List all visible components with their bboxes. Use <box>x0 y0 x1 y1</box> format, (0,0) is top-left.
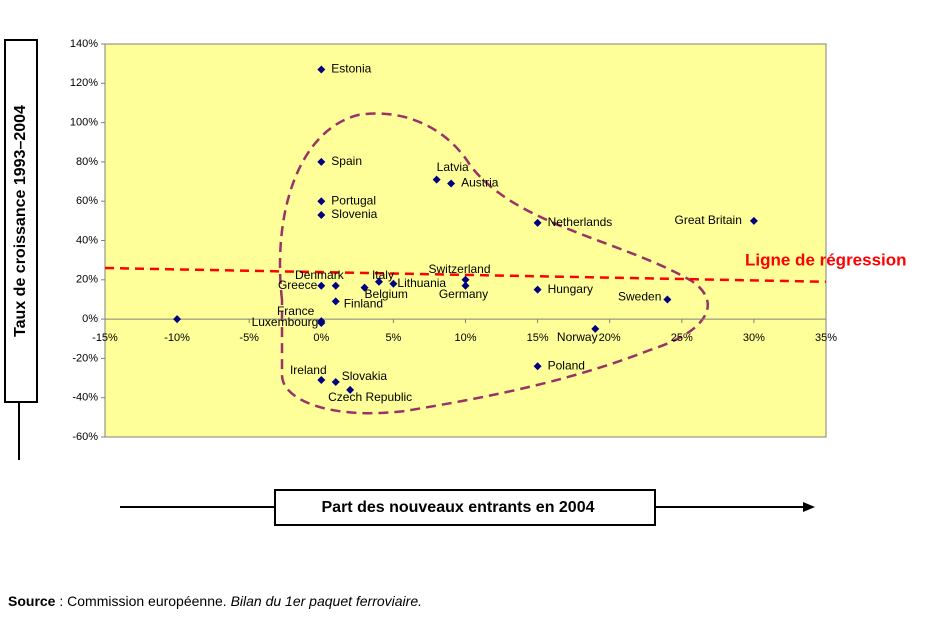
point-label: Poland <box>548 358 585 372</box>
source-note: Source : Commission européenne. Bilan du… <box>8 593 422 609</box>
point-label: Czech Republic <box>328 390 412 404</box>
data-point <box>317 281 326 290</box>
point-label: Ireland <box>290 363 327 377</box>
point-label: Slovakia <box>342 369 388 383</box>
source-title: Bilan du 1er paquet ferroviaire. <box>231 593 422 609</box>
x-tick-label: 5% <box>385 332 401 344</box>
point-label: Luxembourg <box>252 315 319 329</box>
data-point <box>331 377 340 386</box>
point-label: Estonia <box>331 62 371 76</box>
cluster-outline <box>278 112 709 415</box>
point-label: Switzerland <box>428 262 490 276</box>
source-label: Source <box>8 593 56 609</box>
data-point <box>389 279 398 288</box>
point-label: Latvia <box>437 160 469 174</box>
y-tick-label: 80% <box>76 156 98 168</box>
data-point <box>663 295 672 304</box>
x-tick-label: -10% <box>164 332 190 344</box>
data-point <box>317 197 326 206</box>
point-label: Netherlands <box>548 215 613 229</box>
data-point <box>331 297 340 306</box>
x-tick-label: -15% <box>92 332 118 344</box>
x-tick-label: 30% <box>743 332 765 344</box>
point-label: Italy <box>372 268 394 282</box>
data-point <box>360 283 369 292</box>
y-tick-label: -20% <box>72 352 98 364</box>
point-label: Portugal <box>331 193 376 207</box>
x-tick-label: 25% <box>671 332 693 344</box>
plot-area <box>104 43 827 438</box>
point-label: France <box>277 304 315 318</box>
y-tick-label: 60% <box>76 195 98 207</box>
x-arrowhead <box>803 502 815 512</box>
data-point <box>331 281 340 290</box>
x-tick-label: 20% <box>599 332 621 344</box>
point-label: Sweden <box>618 290 661 304</box>
y-tick-label: 20% <box>76 274 98 286</box>
point-label: Spain <box>331 154 362 168</box>
data-point <box>173 315 182 324</box>
point-label: Norway <box>557 330 598 344</box>
data-point <box>317 376 326 385</box>
point-label: Austria <box>461 176 499 190</box>
data-point <box>317 157 326 166</box>
point-label: Finland <box>344 297 383 311</box>
data-point <box>317 65 326 74</box>
y-axis-title: Taux de croissance 1993–2004 <box>12 105 29 337</box>
point-label: Lithuania <box>397 276 446 290</box>
x-title-box <box>274 489 656 526</box>
data-point <box>533 285 542 294</box>
data-point <box>461 275 470 284</box>
y-tick-label: 120% <box>70 77 98 89</box>
point-label: Denmark <box>295 268 345 282</box>
y-tick-label: -40% <box>72 392 98 404</box>
data-point <box>317 210 326 219</box>
point-label: Slovenia <box>331 207 377 221</box>
x-axis-title: Part des nouveaux entrants en 2004 <box>322 499 595 516</box>
data-point <box>447 179 456 188</box>
data-point <box>461 281 470 290</box>
regression-line <box>104 266 827 284</box>
data-point <box>533 362 542 371</box>
y-tick-label: 40% <box>76 234 98 246</box>
point-label: Great Britain <box>675 213 742 227</box>
y-title-box <box>4 39 38 403</box>
x-tick-label: 0% <box>313 332 329 344</box>
data-point <box>374 277 383 286</box>
point-label: Germany <box>439 287 488 301</box>
x-tick-label: 10% <box>454 332 476 344</box>
data-point <box>533 218 542 227</box>
x-tick-label: 15% <box>527 332 549 344</box>
regression-label: Ligne de régression <box>745 250 907 269</box>
x-tick-label: 35% <box>815 332 837 344</box>
data-point <box>591 324 600 333</box>
point-label: Belgium <box>365 287 408 301</box>
data-point <box>432 175 441 184</box>
y-tick-label: 140% <box>70 38 98 50</box>
data-point <box>346 385 355 394</box>
source-text: : Commission européenne. <box>55 593 230 609</box>
y-tick-label: 100% <box>70 117 98 129</box>
data-point <box>749 216 758 225</box>
y-tick-label: -60% <box>72 431 98 443</box>
point-label: Greece <box>278 278 318 292</box>
x-tick-label: -5% <box>239 332 259 344</box>
point-label: Hungary <box>548 282 593 296</box>
data-point <box>317 319 326 328</box>
y-tick-label: 0% <box>82 313 98 325</box>
